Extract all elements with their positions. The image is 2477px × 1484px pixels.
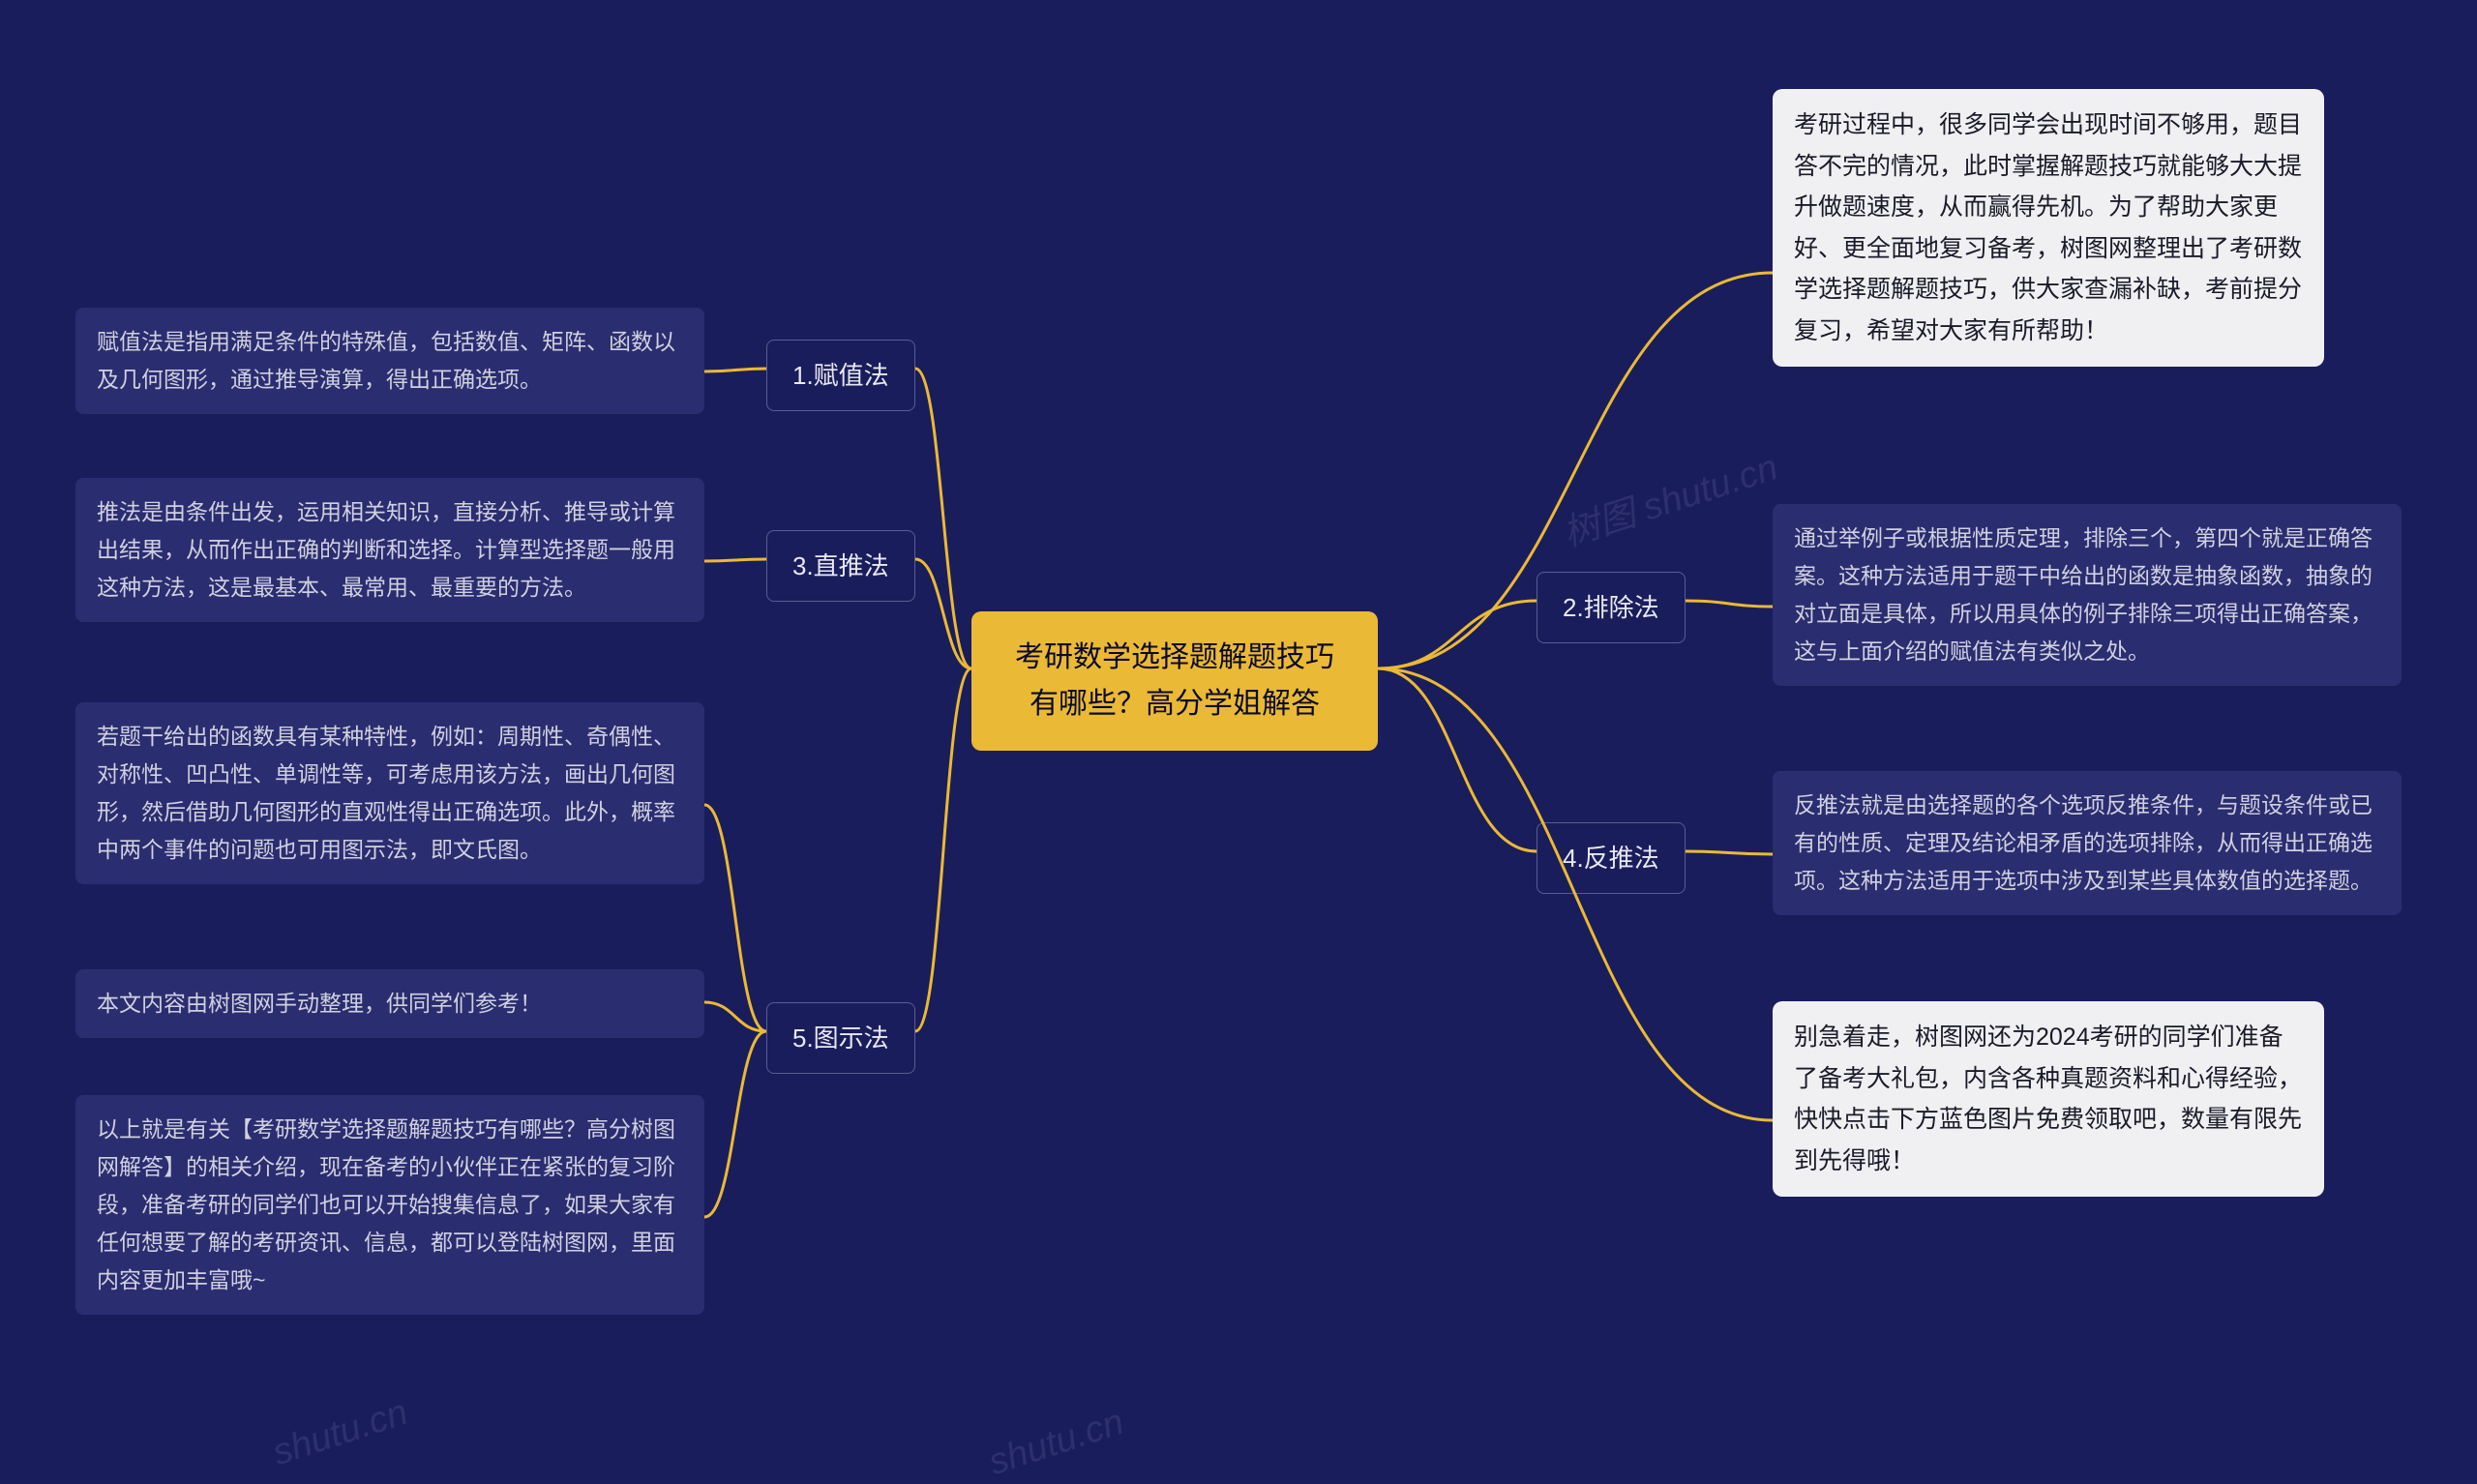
leaf-5-1: 若题干给出的函数具有某种特性，例如：周期性、奇偶性、对称性、凹凸性、单调性等，可…: [75, 702, 704, 884]
leaf-5-2-text: 本文内容由树图网手动整理，供同学们参考！: [97, 991, 542, 1016]
leaf-3-1-text: 推法是由条件出发，运用相关知识，直接分析、推导或计算出结果，从而作出正确的判断和…: [97, 499, 675, 600]
branch-4: 4.反推法: [1537, 822, 1686, 894]
leaf-5-2: 本文内容由树图网手动整理，供同学们参考！: [75, 969, 704, 1038]
center-node: 考研数学选择题解题技巧有哪些？高分学姐解答: [971, 611, 1378, 751]
leaf-outro-text: 别急着走，树图网还为2024考研的同学们准备了备考大礼包，内含各种真题资料和心得…: [1794, 1024, 2302, 1174]
leaf-2-1: 通过举例子或根据性质定理，排除三个，第四个就是正确答案。这种方法适用于题干中给出…: [1773, 504, 2402, 686]
branch-3-label: 3.直推法: [792, 551, 889, 580]
leaf-3-1: 推法是由条件出发，运用相关知识，直接分析、推导或计算出结果，从而作出正确的判断和…: [75, 478, 704, 622]
branch-5: 5.图示法: [766, 1002, 915, 1074]
leaf-1-1-text: 赋值法是指用满足条件的特殊值，包括数值、矩阵、函数以及几何图形，通过推导演算，得…: [97, 329, 675, 392]
branch-5-label: 5.图示法: [792, 1024, 889, 1053]
leaf-5-3: 以上就是有关【考研数学选择题解题技巧有哪些？高分树图网解答】的相关介绍，现在备考…: [75, 1095, 704, 1315]
branch-2: 2.排除法: [1537, 572, 1686, 643]
center-text: 考研数学选择题解题技巧有哪些？高分学姐解答: [1015, 641, 1334, 720]
leaf-5-1-text: 若题干给出的函数具有某种特性，例如：周期性、奇偶性、对称性、凹凸性、单调性等，可…: [97, 724, 675, 862]
leaf-intro-text: 考研过程中，很多同学会出现时间不够用，题目答不完的情况，此时掌握解题技巧就能够大…: [1794, 111, 2302, 344]
branch-2-label: 2.排除法: [1563, 593, 1659, 622]
leaf-4-1-text: 反推法就是由选择题的各个选项反推条件，与题设条件或已有的性质、定理及结论相矛盾的…: [1794, 792, 2373, 893]
branch-1-label: 1.赋值法: [792, 361, 889, 390]
leaf-4-1: 反推法就是由选择题的各个选项反推条件，与题设条件或已有的性质、定理及结论相矛盾的…: [1773, 771, 2402, 915]
watermark-2: shutu.cn: [984, 1402, 1129, 1484]
watermark-1: shutu.cn: [268, 1392, 413, 1474]
leaf-intro: 考研过程中，很多同学会出现时间不够用，题目答不完的情况，此时掌握解题技巧就能够大…: [1773, 89, 2324, 367]
branch-3: 3.直推法: [766, 530, 915, 602]
leaf-5-3-text: 以上就是有关【考研数学选择题解题技巧有哪些？高分树图网解答】的相关介绍，现在备考…: [97, 1116, 675, 1292]
leaf-2-1-text: 通过举例子或根据性质定理，排除三个，第四个就是正确答案。这种方法适用于题干中给出…: [1794, 525, 2373, 664]
branch-4-label: 4.反推法: [1563, 844, 1659, 873]
watermark-3-text: 树图 shutu.cn: [1559, 447, 1783, 554]
watermark-3: 树图 shutu.cn: [1555, 437, 1783, 556]
watermark-1-text: shutu.cn: [268, 1392, 413, 1473]
watermark-2-text: shutu.cn: [984, 1402, 1129, 1483]
leaf-outro: 别急着走，树图网还为2024考研的同学们准备了备考大礼包，内含各种真题资料和心得…: [1773, 1001, 2324, 1197]
branch-1: 1.赋值法: [766, 340, 915, 411]
leaf-1-1: 赋值法是指用满足条件的特殊值，包括数值、矩阵、函数以及几何图形，通过推导演算，得…: [75, 308, 704, 414]
